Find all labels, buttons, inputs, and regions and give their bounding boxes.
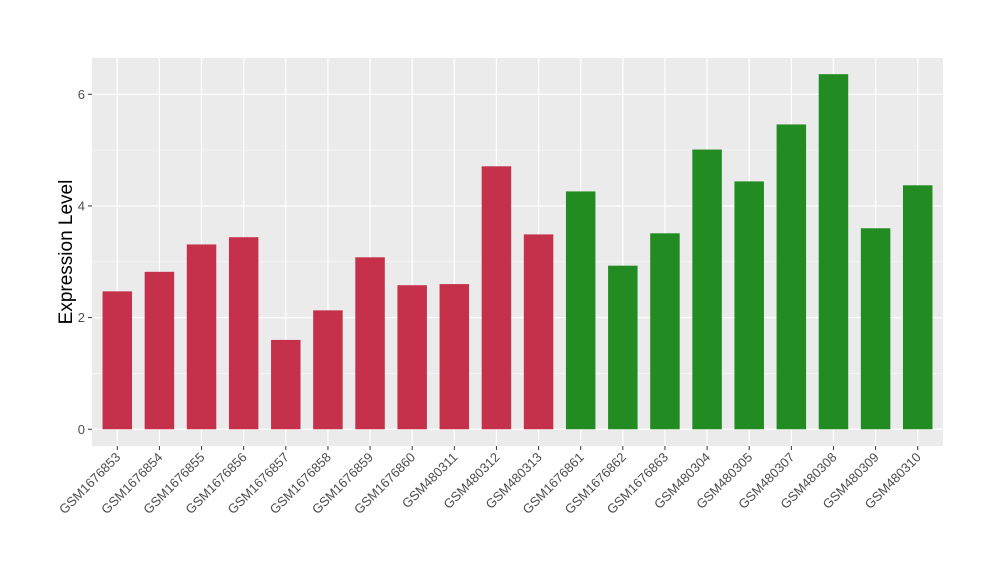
bar bbox=[860, 228, 891, 430]
bar bbox=[144, 271, 175, 430]
bar bbox=[565, 191, 596, 430]
bar bbox=[734, 181, 764, 430]
bar bbox=[271, 339, 301, 430]
bar bbox=[313, 310, 343, 430]
bar bbox=[902, 185, 933, 430]
bar bbox=[692, 149, 722, 430]
bar bbox=[481, 166, 512, 430]
bar bbox=[355, 257, 385, 430]
bar bbox=[776, 124, 807, 430]
plot-panel bbox=[92, 58, 943, 446]
y-tick-label: 2 bbox=[78, 310, 85, 325]
bars bbox=[102, 74, 933, 430]
y-axis-label: Expression Level bbox=[56, 180, 77, 325]
y-tick-label: 0 bbox=[78, 422, 85, 437]
bar bbox=[228, 237, 259, 430]
bar bbox=[523, 234, 554, 430]
y-axis: 0 2 4 6 bbox=[78, 87, 92, 437]
bar bbox=[397, 285, 427, 430]
bar bbox=[818, 74, 849, 430]
y-tick-label: 6 bbox=[78, 87, 85, 102]
bar bbox=[650, 233, 680, 430]
x-axis: GSM1676853GSM1676854GSM1676855GSM1676856… bbox=[56, 446, 924, 517]
bar bbox=[608, 265, 638, 430]
bar bbox=[439, 284, 470, 430]
y-tick-label: 4 bbox=[78, 198, 85, 213]
bar bbox=[102, 291, 133, 430]
bar bbox=[186, 244, 217, 430]
